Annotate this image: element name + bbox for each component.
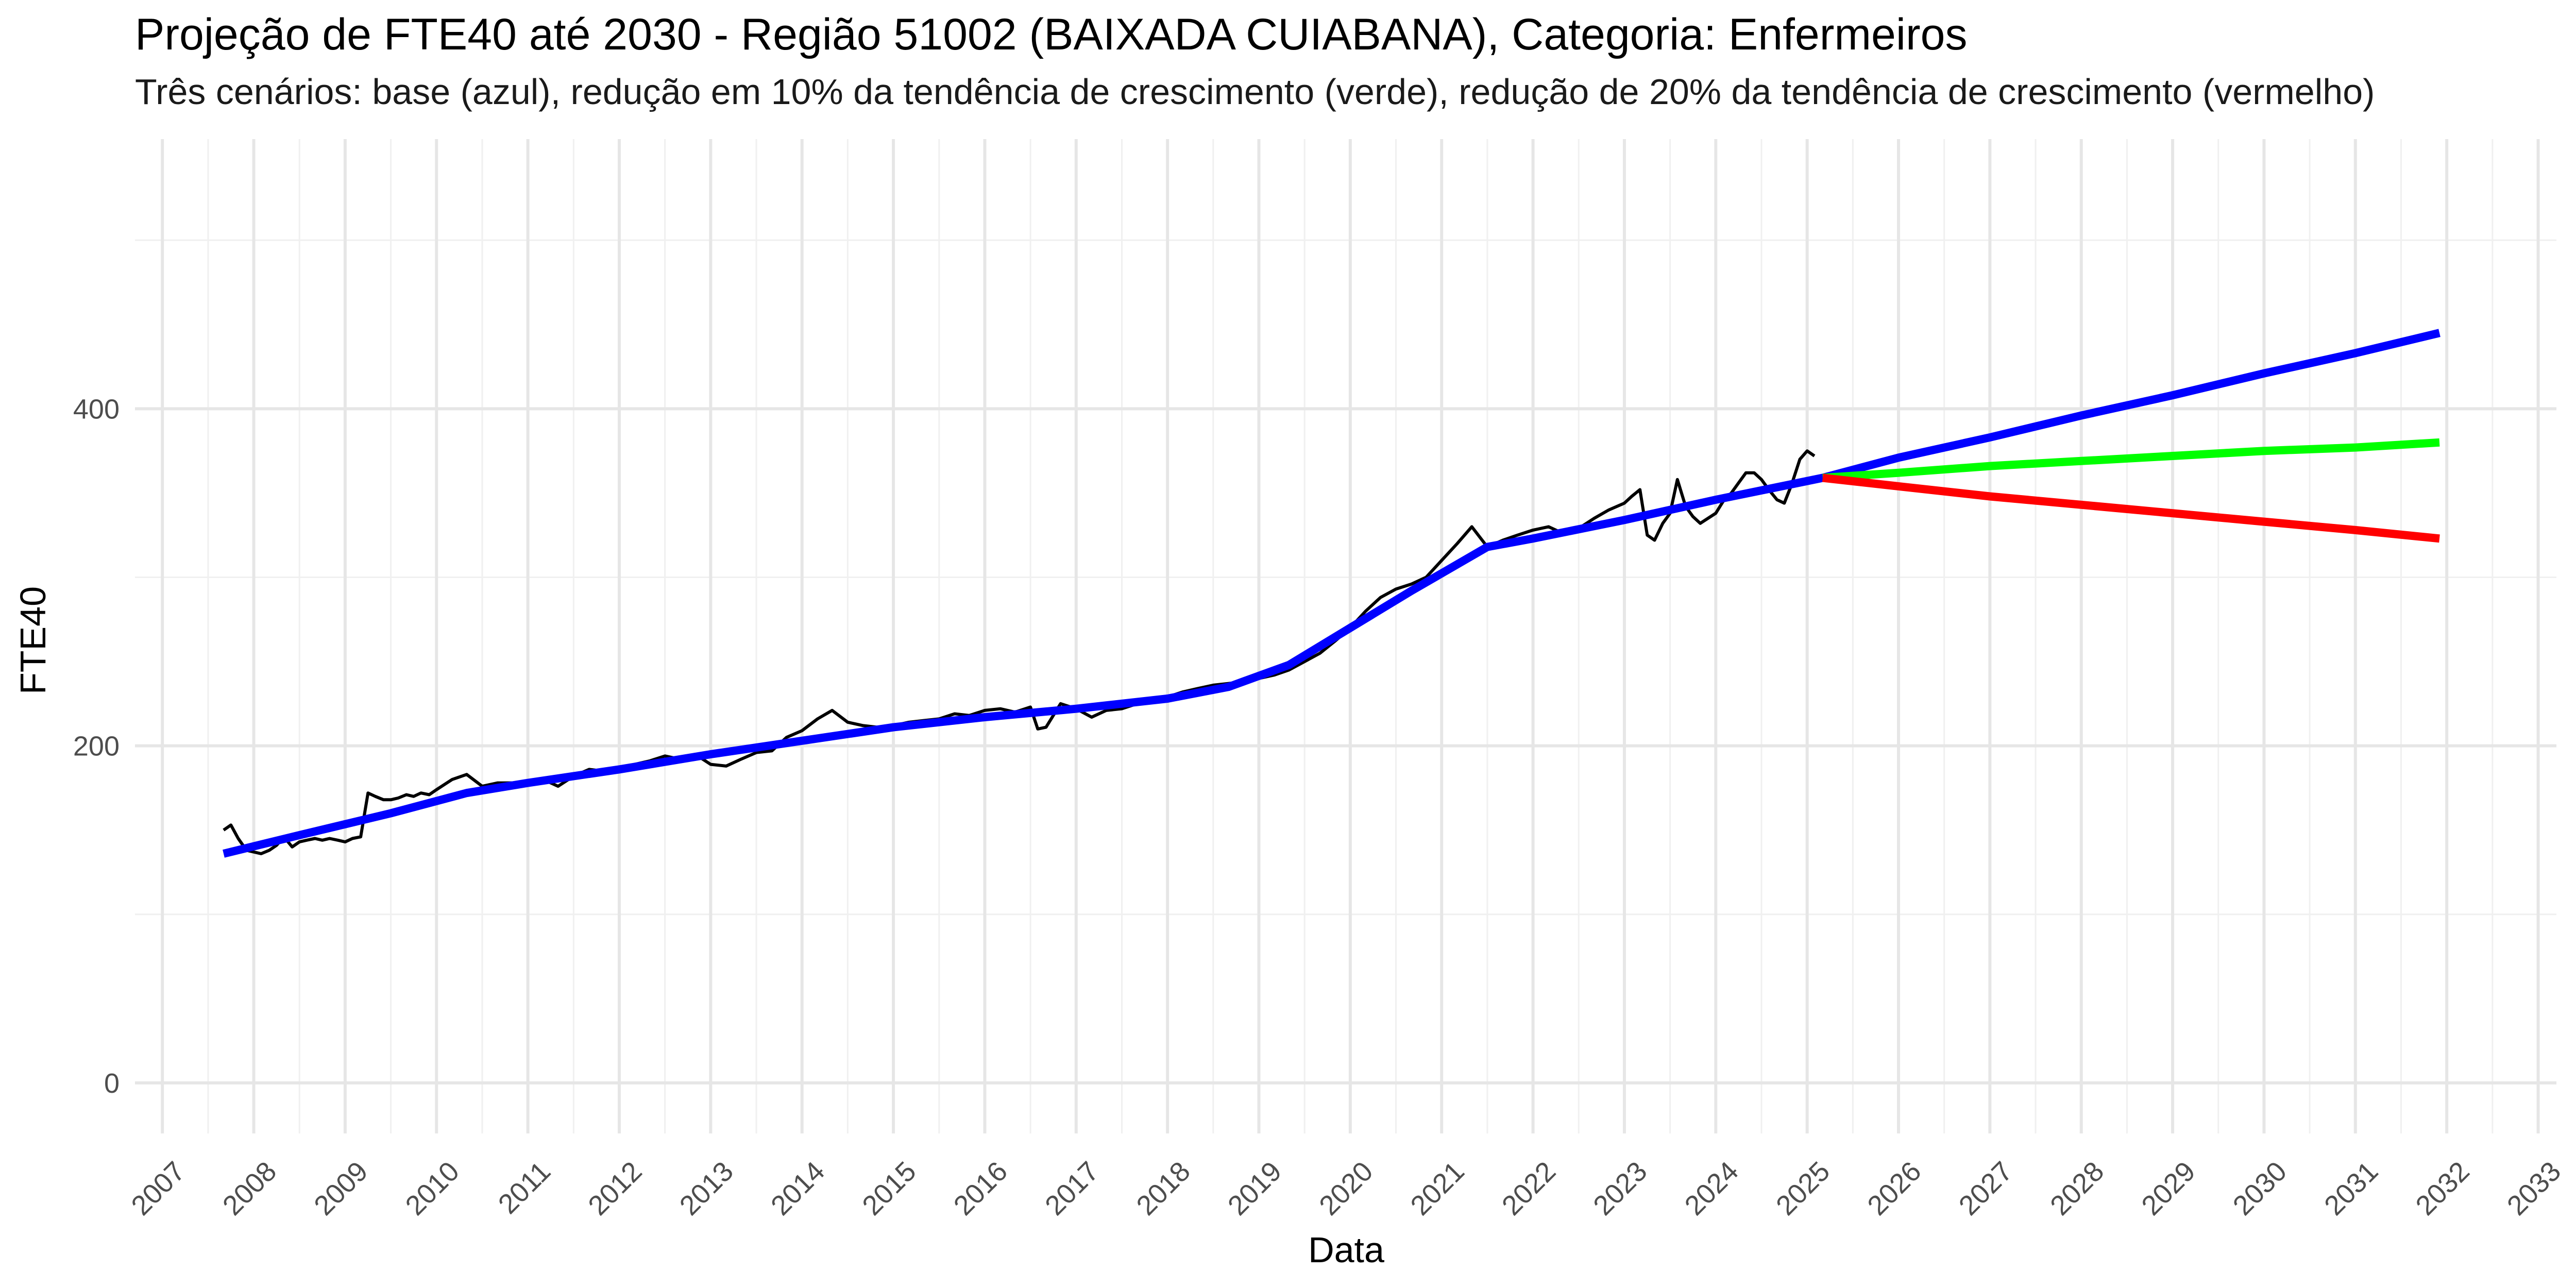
chart-title: Projeção de FTE40 até 2030 - Região 5100… bbox=[135, 10, 1968, 59]
series-line-1 bbox=[223, 329, 2441, 858]
x-tick-label: 2013 bbox=[674, 1156, 739, 1221]
x-tick-label: 2033 bbox=[2501, 1156, 2567, 1221]
x-tick-label: 2007 bbox=[125, 1156, 191, 1221]
x-tick-label: 2014 bbox=[765, 1156, 831, 1221]
x-tick-label: 2018 bbox=[1130, 1156, 1196, 1221]
x-tick-label: 2021 bbox=[1404, 1156, 1470, 1221]
grid-lines bbox=[135, 139, 2556, 1133]
x-axis-title: Data bbox=[1308, 1230, 1384, 1270]
series-line-3 bbox=[1822, 473, 2440, 543]
x-tick-label: 2031 bbox=[2318, 1156, 2384, 1221]
x-tick-label: 2029 bbox=[2136, 1156, 2201, 1221]
x-tick-label: 2022 bbox=[1496, 1156, 1562, 1221]
x-tick-label: 2019 bbox=[1222, 1156, 1287, 1221]
x-tick-label: 2011 bbox=[493, 1156, 557, 1220]
x-tick-label: 2030 bbox=[2227, 1156, 2293, 1221]
series-lines bbox=[223, 329, 2441, 858]
series-line-2 bbox=[1822, 438, 2440, 482]
x-tick-label: 2015 bbox=[856, 1156, 922, 1221]
x-tick-label: 2025 bbox=[1770, 1156, 1836, 1221]
y-tick-label: 400 bbox=[73, 394, 120, 425]
x-tick-label: 2023 bbox=[1587, 1156, 1653, 1221]
y-tick-labels: 0 200 400 bbox=[73, 394, 120, 1098]
x-tick-label: 2012 bbox=[582, 1156, 648, 1221]
x-tick-label: 2032 bbox=[2410, 1156, 2475, 1221]
x-tick-labels: 2007 2008 2009 2010 2011 2012 2013 2014 2015 2016… bbox=[125, 1156, 2567, 1221]
x-tick-label: 2027 bbox=[1953, 1156, 2019, 1221]
y-axis-title: FTE40 bbox=[13, 586, 53, 694]
x-tick-label: 2020 bbox=[1313, 1156, 1379, 1221]
x-tick-label: 2016 bbox=[948, 1156, 1013, 1221]
x-tick-label: 2026 bbox=[1861, 1156, 1927, 1221]
x-tick-label: 2024 bbox=[1679, 1156, 1744, 1221]
x-tick-label: 2008 bbox=[217, 1156, 282, 1221]
x-tick-label: 2010 bbox=[400, 1156, 465, 1221]
x-tick-label: 2017 bbox=[1039, 1156, 1105, 1221]
x-tick-label: 2028 bbox=[2044, 1156, 2110, 1221]
x-tick-label: 2009 bbox=[308, 1156, 374, 1221]
y-tick-label: 200 bbox=[73, 731, 120, 762]
chart-subtitle: Três cenários: base (azul), redução em 1… bbox=[135, 72, 2375, 112]
series-line-0 bbox=[223, 449, 1816, 855]
y-tick-label: 0 bbox=[104, 1068, 120, 1099]
